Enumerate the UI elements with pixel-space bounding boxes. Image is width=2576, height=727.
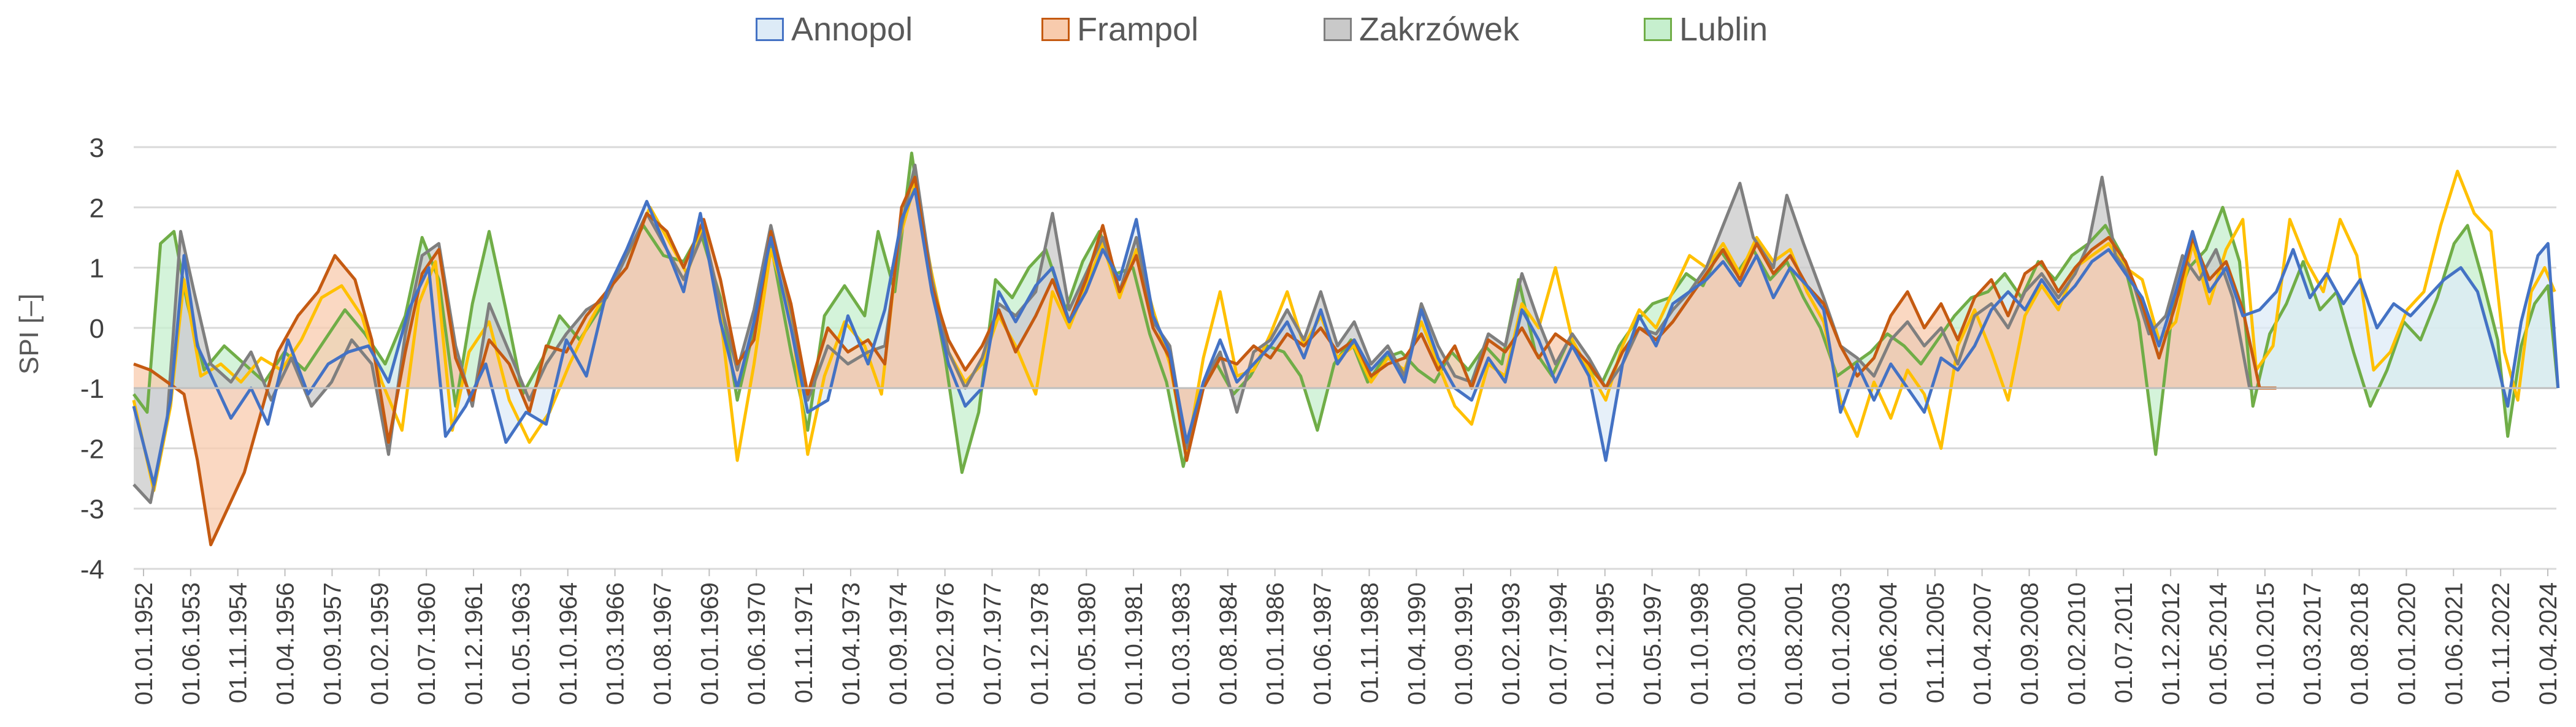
- x-tick-label: 01.06.1987: [1309, 582, 1336, 705]
- x-tick-label: 01.02.1993: [1498, 582, 1525, 705]
- x-tick-label: 01.04.1973: [838, 582, 865, 705]
- line-annopol: [132, 188, 2560, 486]
- x-tick-label: 01.05.1997: [1639, 582, 1666, 705]
- y-tick-label: -1: [80, 374, 104, 404]
- x-tick-label: 01.09.1974: [885, 582, 912, 705]
- x-tick-label: 01.07.1960: [413, 582, 440, 705]
- x-tick-label: 01.06.1953: [178, 582, 205, 705]
- y-tick-label: 2: [90, 193, 104, 223]
- area-frampol: [134, 177, 2277, 545]
- y-tick-label: 0: [90, 314, 104, 344]
- x-tick-label: 01.02.1976: [932, 582, 959, 705]
- x-tick-label: 01.04.2007: [1969, 582, 1996, 705]
- y-axis-label: SPI [–]: [14, 294, 44, 375]
- x-tick-label: 01.01.1986: [1262, 582, 1289, 705]
- y-tick-label: -2: [80, 434, 104, 464]
- x-tick-label: 01.11.1954: [225, 582, 252, 703]
- x-tick-label: 01.05.1980: [1073, 582, 1100, 705]
- y-tick-label: 3: [90, 133, 104, 163]
- x-tick-label: 01.12.1961: [461, 582, 488, 705]
- x-tick-label: 01.03.1966: [602, 582, 629, 705]
- x-tick-label: 01.06.1970: [743, 582, 770, 705]
- legend-item-frampol: Frampol: [1041, 10, 1198, 49]
- legend-swatch-icon: [756, 18, 784, 41]
- x-tick-label: 01.10.1981: [1121, 582, 1148, 705]
- x-tick-label: 01.03.2000: [1733, 582, 1760, 705]
- x-tick-label: 01.10.1964: [555, 582, 582, 705]
- line-zakrzówek: [132, 164, 2260, 504]
- legend: Annopol Frampol Zakrzówek Lublin: [0, 5, 2576, 54]
- y-tick-label: -3: [80, 495, 104, 525]
- x-tick-label: 01.09.1957: [320, 582, 347, 705]
- x-tick-label: 01.11.2022: [2488, 582, 2515, 703]
- x-tick-label: 01.06.2004: [1875, 582, 1902, 705]
- legend-swatch-icon: [1644, 18, 1672, 41]
- x-tick-label: 01.01.2020: [2393, 582, 2420, 705]
- x-tick-label: 01.03.1983: [1168, 582, 1195, 705]
- x-tick-label: 01.08.2001: [1781, 582, 1807, 705]
- x-tick-label: 01.05.2014: [2205, 582, 2232, 705]
- series-lines: [132, 151, 2560, 547]
- x-tick-label: 01.04.2024: [2535, 582, 2562, 705]
- y-axis-ticks: -4 -3 -2 -1 0 1 2 3: [80, 133, 104, 585]
- x-tick-label: 01.11.2005: [1922, 582, 1949, 703]
- x-tick-label: 01.04.1990: [1403, 582, 1430, 705]
- legend-item-lublin: Lublin: [1644, 10, 1768, 49]
- x-tick-label: 01.08.2018: [2347, 582, 2374, 705]
- legend-label: Frampol: [1077, 11, 1199, 48]
- x-tick-label: 01.11.1988: [1356, 582, 1383, 703]
- x-tick-label: 01.02.1959: [366, 582, 393, 705]
- x-tick-label: 01.04.1956: [272, 582, 299, 705]
- x-tick-label: 01.03.2017: [2299, 582, 2326, 705]
- x-tick-label: 01.07.1977: [979, 582, 1006, 705]
- x-tick-label: 01.07.2011: [2110, 582, 2137, 703]
- legend-label: Lublin: [1679, 11, 1768, 48]
- x-tick-label: 01.10.2015: [2252, 582, 2279, 705]
- y-tick-label: -4: [80, 555, 104, 585]
- x-tick-label: 01.08.1967: [650, 582, 677, 705]
- legend-item-annopol: Annopol: [756, 10, 913, 49]
- x-tick-label: 01.12.2012: [2158, 582, 2185, 705]
- legend-swatch-icon: [1324, 18, 1352, 41]
- legend-item-zakrzowek: Zakrzówek: [1324, 10, 1519, 49]
- legend-label: Zakrzówek: [1359, 11, 1520, 48]
- x-tick-label: 01.09.2008: [2017, 582, 2044, 705]
- x-tick-label: 01.01.1969: [696, 582, 723, 705]
- x-tick-label: 01.01.2003: [1828, 582, 1855, 705]
- x-tick-label: 01.10.1998: [1687, 582, 1714, 705]
- x-tick-label: 01.11.1971: [791, 582, 818, 703]
- x-tick-label: 01.01.1952: [131, 582, 158, 705]
- y-tick-label: 1: [90, 254, 104, 284]
- x-tick-label: 01.12.1995: [1592, 582, 1619, 705]
- x-tick-label: 01.02.2010: [2063, 582, 2090, 705]
- x-tick-label: 01.09.1991: [1451, 582, 1478, 705]
- x-tick-label: 01.12.1978: [1026, 582, 1053, 705]
- x-tick-label: 01.08.1984: [1215, 582, 1242, 705]
- x-tick-label: 01.05.1963: [508, 582, 535, 705]
- x-tick-label: 01.07.1994: [1545, 582, 1572, 705]
- x-tick-label: 01.06.2021: [2440, 582, 2467, 705]
- legend-label: Annopol: [791, 11, 913, 48]
- legend-swatch-icon: [1041, 18, 1070, 41]
- x-axis-ticks: 01.01.1952 01.06.1953 01.11.1954 01.04.1956…: [131, 569, 2562, 705]
